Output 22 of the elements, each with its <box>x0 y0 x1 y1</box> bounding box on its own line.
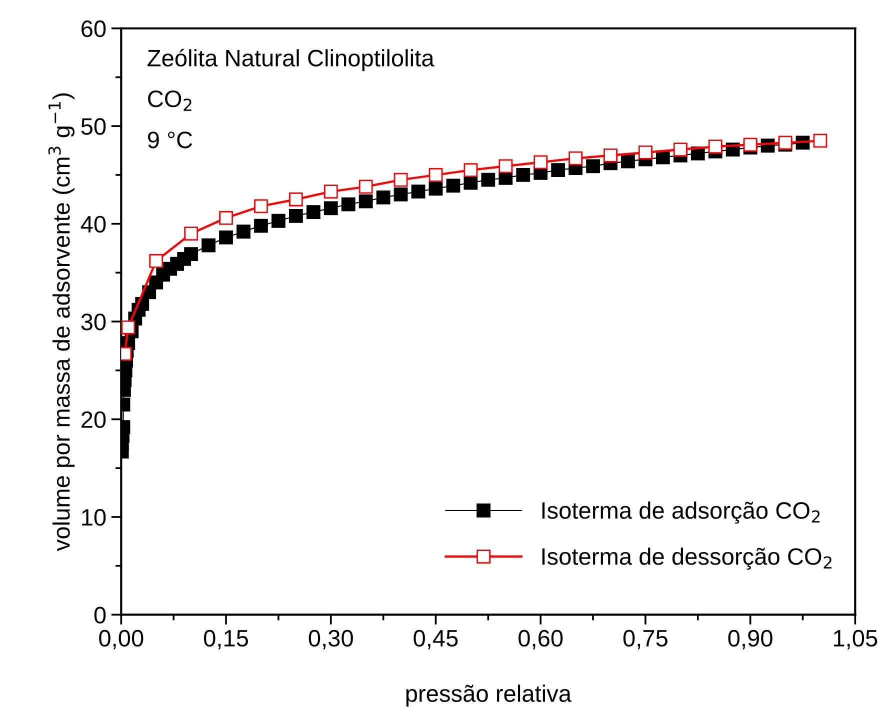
legend-label: Isoterma de adsorção CO$_{2}$ <box>542 502 820 524</box>
annotation: Zeólita Natural Clinoptilolita <box>148 48 434 72</box>
x-tick-label: 0,00 <box>99 630 144 650</box>
x-tick-label: 0,75 <box>623 630 668 650</box>
y-tick-label: 10 <box>82 509 106 526</box>
y-tick-label: 20 <box>82 411 106 428</box>
y-tick-label: 60 <box>82 20 106 38</box>
legend-label: Isoterma de dessorção CO$_{2}$ <box>542 548 832 570</box>
y-axis-title: volume por massa de adsorvente (cm$^{3}$ g$^{−1}$) <box>48 93 75 552</box>
x-tick-label: 0,60 <box>518 630 563 650</box>
y-tick-label: 40 <box>80 216 106 233</box>
y-tick-label: 50 <box>81 118 106 135</box>
x-tick-label: 0,15 <box>204 630 248 650</box>
x-tick-label: 1,05 <box>834 630 878 650</box>
y-tick-label: 0 <box>94 606 106 624</box>
annotation: 9 °C <box>148 132 192 148</box>
annotation: CO$_{2}$ <box>148 90 192 111</box>
x-tick-label: 0,30 <box>308 630 353 650</box>
x-axis-title: pressão relativa <box>406 684 572 707</box>
x-tick-label: 0,45 <box>414 630 458 650</box>
y-tick-label: 30 <box>81 314 106 330</box>
x-tick-label: 0,90 <box>728 630 772 650</box>
